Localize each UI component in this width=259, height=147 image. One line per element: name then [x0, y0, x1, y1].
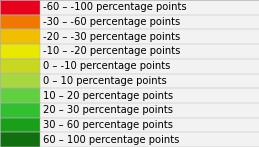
Text: -10 – -20 percentage points: -10 – -20 percentage points	[43, 46, 180, 56]
Text: 30 – 60 percentage points: 30 – 60 percentage points	[43, 120, 173, 130]
Text: -20 – -30 percentage points: -20 – -30 percentage points	[43, 32, 180, 42]
Bar	[0, 88, 40, 103]
Text: -60 – -100 percentage points: -60 – -100 percentage points	[43, 2, 186, 12]
Bar	[0, 44, 40, 59]
Bar	[0, 118, 40, 132]
Text: 0 – 10 percentage points: 0 – 10 percentage points	[43, 76, 167, 86]
Text: 20 – 30 percentage points: 20 – 30 percentage points	[43, 105, 173, 115]
Bar	[0, 29, 40, 44]
Text: 60 – 100 percentage points: 60 – 100 percentage points	[43, 135, 179, 145]
Text: 0 – -10 percentage points: 0 – -10 percentage points	[43, 61, 170, 71]
Bar	[0, 0, 40, 15]
Bar	[0, 103, 40, 118]
Bar	[0, 15, 40, 29]
Bar	[0, 132, 40, 147]
Bar	[0, 74, 40, 88]
Bar	[0, 59, 40, 74]
Text: 10 – 20 percentage points: 10 – 20 percentage points	[43, 91, 173, 101]
Text: -30 – -60 percentage points: -30 – -60 percentage points	[43, 17, 180, 27]
